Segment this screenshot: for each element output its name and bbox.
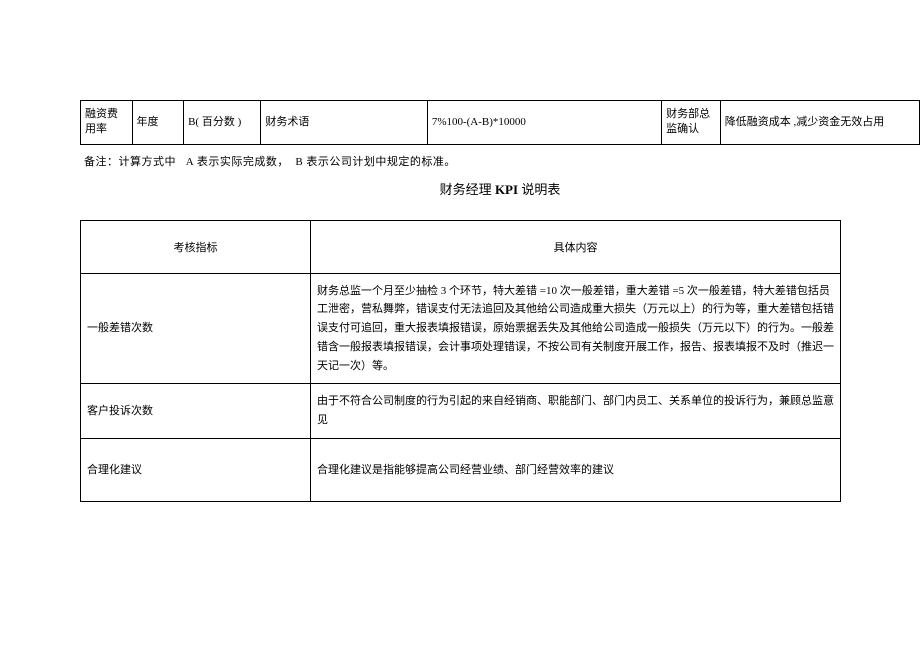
cell-metric: 合理化建议: [81, 438, 311, 502]
cell-metric: 客户投诉次数: [81, 384, 311, 438]
cell-term: 财务术语: [261, 101, 427, 145]
cell-confirm: 财务部总监确认: [662, 101, 721, 145]
note-a: A 表示实际完成数，: [186, 156, 289, 168]
table-row: 融资费用率 年度 B( 百分数 ) 财务术语 7%100-(A-B)*10000…: [81, 101, 920, 145]
cell-metric: 融资费用率: [81, 101, 133, 145]
title-suffix: 说明表: [518, 182, 560, 197]
cell-formula: 7%100-(A-B)*10000: [427, 101, 661, 145]
table-row: 合理化建议 合理化建议是指能够提高公司经营业绩、部门经营效率的建议: [81, 438, 841, 502]
note-prefix: 备注：计算方式中: [84, 156, 176, 168]
cell-period: 年度: [132, 101, 184, 145]
title-bold: KPI: [495, 182, 518, 197]
title-prefix: 财务经理: [440, 182, 495, 197]
cell-content: 由于不符合公司制度的行为引起的来自经销商、职能部门、部门内员工、关系单位的投诉行…: [311, 384, 841, 438]
table-header-row: 考核指标 具体内容: [81, 220, 841, 273]
header-metric: 考核指标: [81, 220, 311, 273]
table-row: 一般差错次数 财务总监一个月至少抽检 3 个环节，特大差错 =10 次一般差错，…: [81, 273, 841, 383]
cell-metric: 一般差错次数: [81, 273, 311, 383]
section-title: 财务经理 KPI 说明表: [80, 179, 920, 198]
cell-content: 财务总监一个月至少抽检 3 个环节，特大差错 =10 次一般差错，重大差错 =5…: [311, 273, 841, 383]
header-content: 具体内容: [311, 220, 841, 273]
cell-unit: B( 百分数 ): [184, 101, 261, 145]
table-row: 客户投诉次数 由于不符合公司制度的行为引起的来自经销商、职能部门、部门内员工、关…: [81, 384, 841, 438]
kpi-summary-table: 融资费用率 年度 B( 百分数 ) 财务术语 7%100-(A-B)*10000…: [80, 100, 920, 145]
kpi-detail-table: 考核指标 具体内容 一般差错次数 财务总监一个月至少抽检 3 个环节，特大差错 …: [80, 220, 841, 503]
note-b: B 表示公司计划中规定的标准。: [295, 156, 456, 168]
cell-desc: 降低融资成本 ,减少资金无效占用: [720, 101, 919, 145]
footnote: 备注：计算方式中 A 表示实际完成数， B 表示公司计划中规定的标准。: [84, 153, 920, 169]
cell-content: 合理化建议是指能够提高公司经营业绩、部门经营效率的建议: [311, 438, 841, 502]
document-page: 融资费用率 年度 B( 百分数 ) 财务术语 7%100-(A-B)*10000…: [0, 0, 920, 651]
